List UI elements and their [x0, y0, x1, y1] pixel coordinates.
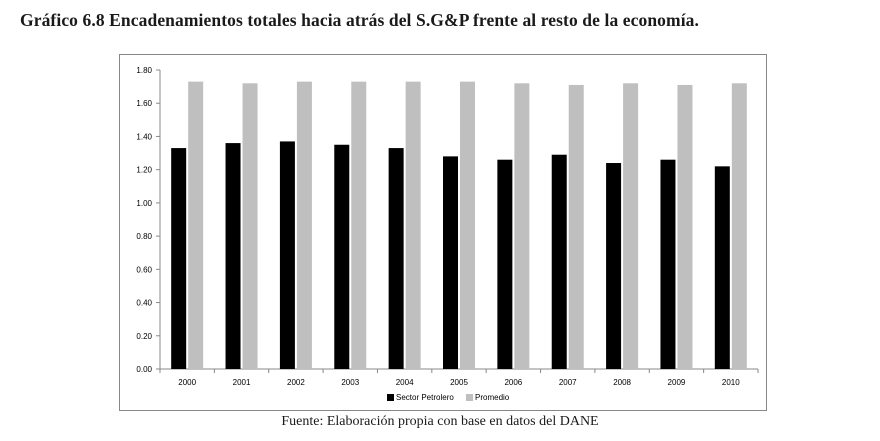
- y-tick-label: 0.00: [136, 365, 152, 374]
- legend-label: Promedio: [475, 393, 510, 402]
- bar-promedio-2008: [623, 83, 638, 369]
- x-tick-label: 2005: [450, 378, 468, 387]
- x-tick-labels: 2000 2001 2002 2003 2004 2005 2006 2007 2008 2009…: [178, 378, 740, 387]
- source-note: Fuente: Elaboración propia con base en d…: [0, 414, 880, 430]
- bar-sector-petrolero-2004: [389, 148, 404, 369]
- chart-legend: Sector Petrolero Promedio: [387, 393, 510, 402]
- legend-swatch: [466, 394, 473, 401]
- bar-sector-petrolero-2000: [171, 148, 186, 369]
- chart-bars: [171, 82, 747, 369]
- bar-sector-petrolero-2007: [552, 155, 567, 369]
- x-tick-label: 2000: [178, 378, 196, 387]
- y-tick-label: 1.40: [136, 132, 152, 141]
- bar-sector-petrolero-2010: [715, 166, 730, 369]
- bar-promedio-2009: [677, 85, 692, 369]
- bar-promedio-2007: [569, 85, 584, 369]
- y-tick-label: 1.20: [136, 166, 152, 175]
- y-tick-label: 1.80: [136, 66, 152, 75]
- legend-swatch: [387, 394, 394, 401]
- y-tick-label: 0.60: [136, 265, 152, 274]
- x-tick-label: 2008: [613, 378, 631, 387]
- bar-sector-petrolero-2009: [660, 160, 675, 369]
- x-tick-label: 2010: [722, 378, 740, 387]
- bar-promedio-2000: [188, 82, 203, 369]
- x-tick-label: 2006: [504, 378, 522, 387]
- bar-promedio-2002: [297, 82, 312, 369]
- y-tick-label: 1.00: [136, 199, 152, 208]
- y-tick-label: 0.40: [136, 299, 152, 308]
- bar-sector-petrolero-2008: [606, 163, 621, 369]
- legend-label: Sector Petrolero: [396, 393, 454, 402]
- bar-sector-petrolero-2006: [497, 160, 512, 369]
- x-tick-label: 2007: [559, 378, 577, 387]
- x-tick-label: 2001: [233, 378, 251, 387]
- bar-promedio-2010: [732, 83, 747, 369]
- bar-sector-petrolero-2003: [334, 145, 349, 369]
- bar-sector-petrolero-2005: [443, 156, 458, 369]
- bar-promedio-2001: [243, 83, 258, 369]
- bar-promedio-2005: [460, 82, 475, 369]
- y-tick-label: 1.60: [136, 99, 152, 108]
- bar-promedio-2006: [514, 83, 529, 369]
- x-tick-label: 2009: [668, 378, 686, 387]
- x-tick-label: 2004: [396, 378, 414, 387]
- y-tick-labels: 0.00 0.20 0.40 0.60 0.80 1.00 1.20 1.40 1.60 1.80: [136, 66, 152, 374]
- bar-promedio-2003: [351, 82, 366, 369]
- bar-promedio-2004: [406, 82, 421, 369]
- x-tick-label: 2002: [287, 378, 305, 387]
- bar-sector-petrolero-2001: [226, 143, 241, 369]
- y-tick-label: 0.20: [136, 332, 152, 341]
- bar-sector-petrolero-2002: [280, 141, 295, 369]
- x-tick-label: 2003: [341, 378, 359, 387]
- y-tick-label: 0.80: [136, 232, 152, 241]
